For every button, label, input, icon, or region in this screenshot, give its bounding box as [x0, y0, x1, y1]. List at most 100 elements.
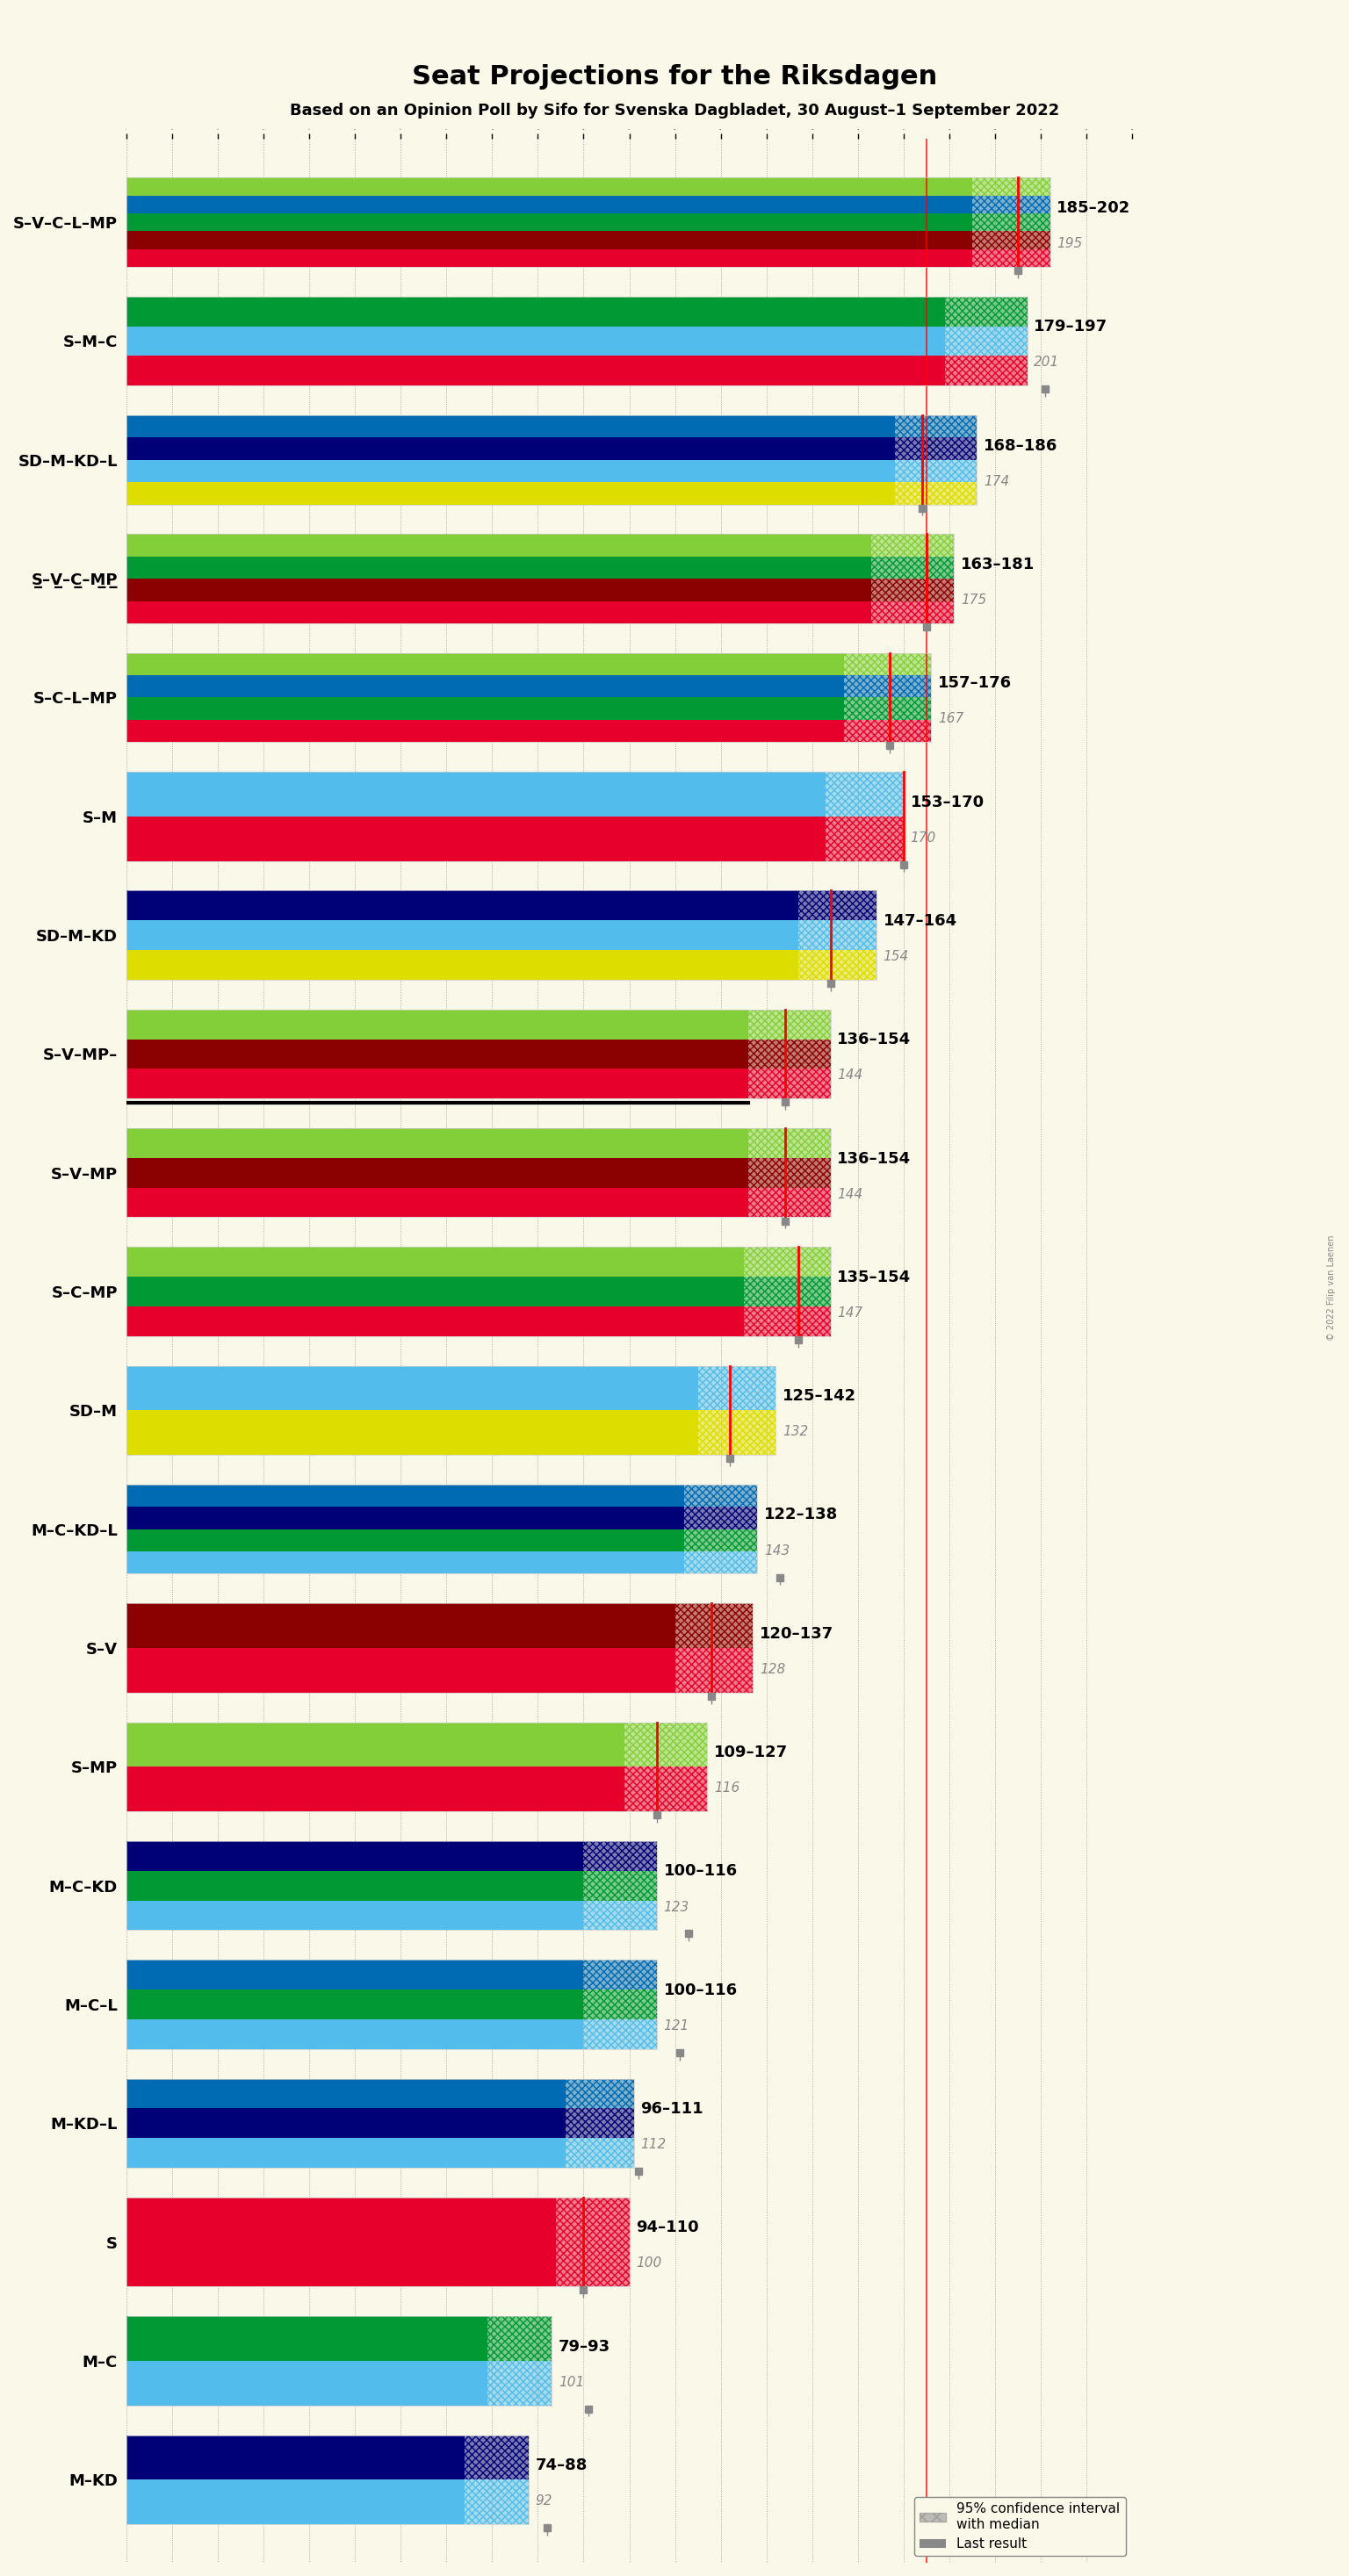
Bar — [749, 1128, 831, 1157]
Bar — [127, 461, 894, 482]
Bar — [565, 2138, 634, 2169]
Bar — [871, 600, 954, 623]
Bar — [127, 2481, 464, 2524]
Bar — [127, 1412, 697, 1455]
Text: 135–154: 135–154 — [838, 1270, 911, 1285]
Bar — [973, 178, 1050, 196]
Bar — [127, 1507, 684, 1530]
Bar — [127, 1901, 584, 1929]
Text: 170: 170 — [911, 832, 936, 845]
Bar — [749, 1157, 831, 1188]
Bar — [973, 232, 1050, 250]
Bar — [973, 178, 1050, 196]
Bar — [944, 327, 1027, 355]
Bar — [871, 556, 954, 580]
Bar — [127, 1870, 584, 1901]
Bar — [743, 1247, 831, 1278]
Bar — [584, 1842, 657, 1870]
Bar — [127, 1365, 697, 1412]
Bar — [127, 2079, 565, 2107]
Text: 112: 112 — [641, 2138, 666, 2151]
Bar — [127, 1365, 776, 1455]
Bar — [127, 1306, 743, 1337]
Bar — [973, 214, 1050, 232]
Bar — [674, 1649, 753, 1692]
Bar — [749, 1069, 831, 1097]
Bar — [127, 1842, 657, 1929]
Bar — [871, 600, 954, 623]
Bar — [127, 1551, 684, 1574]
Text: 168–186: 168–186 — [983, 438, 1058, 453]
Bar — [556, 2197, 629, 2287]
Bar — [973, 232, 1050, 250]
Text: Based on an Opinion Poll by Sifo for Svenska Dagbladet, 30 August–1 September 20: Based on an Opinion Poll by Sifo for Sve… — [290, 103, 1059, 118]
Bar — [684, 1530, 757, 1551]
Bar — [844, 652, 931, 675]
Bar — [127, 1038, 749, 1069]
Bar — [127, 250, 973, 268]
Bar — [127, 2138, 565, 2169]
Text: 157–176: 157–176 — [938, 675, 1012, 690]
Bar — [565, 2107, 634, 2138]
Text: 116: 116 — [714, 1783, 739, 1795]
Text: 143: 143 — [764, 1543, 791, 1556]
Bar — [127, 1247, 831, 1337]
Bar — [973, 214, 1050, 232]
Bar — [799, 951, 877, 979]
Bar — [584, 1989, 657, 2020]
Bar — [894, 415, 977, 438]
Bar — [944, 296, 1027, 327]
Bar — [127, 1484, 757, 1574]
Bar — [127, 178, 973, 196]
Bar — [127, 1484, 684, 1507]
Bar — [871, 533, 954, 556]
Bar — [127, 2316, 552, 2406]
Bar — [826, 773, 904, 817]
Text: 179–197: 179–197 — [1033, 319, 1108, 335]
Bar — [697, 1412, 776, 1455]
Bar — [584, 1842, 657, 1870]
Bar — [684, 1530, 757, 1551]
Bar — [844, 719, 931, 742]
Bar — [684, 1484, 757, 1507]
Bar — [894, 438, 977, 461]
Bar — [799, 920, 877, 951]
Bar — [127, 1960, 584, 1989]
Text: 94–110: 94–110 — [637, 2221, 699, 2236]
Text: 163–181: 163–181 — [960, 556, 1035, 572]
Bar — [487, 2316, 552, 2360]
Bar — [127, 698, 844, 719]
Bar — [127, 652, 931, 742]
Bar — [127, 533, 871, 556]
Bar — [127, 415, 894, 438]
Text: 121: 121 — [664, 2020, 689, 2032]
Bar — [487, 2360, 552, 2406]
Text: 120–137: 120–137 — [759, 1625, 834, 1641]
Bar — [127, 327, 944, 355]
Bar — [584, 1901, 657, 1929]
Bar — [127, 1767, 625, 1811]
Bar — [894, 461, 977, 482]
Text: 136–154: 136–154 — [838, 1151, 911, 1167]
Text: 167: 167 — [938, 714, 963, 726]
Text: 100: 100 — [637, 2257, 662, 2269]
Text: 201: 201 — [1033, 355, 1060, 368]
Bar — [684, 1507, 757, 1530]
Bar — [894, 461, 977, 482]
Bar — [127, 675, 844, 698]
Bar — [799, 951, 877, 979]
Bar — [844, 719, 931, 742]
Bar — [799, 891, 877, 920]
Bar — [584, 1901, 657, 1929]
Bar — [127, 415, 977, 505]
Text: 153–170: 153–170 — [911, 793, 985, 809]
Bar — [584, 1960, 657, 1989]
Bar — [684, 1551, 757, 1574]
Bar — [625, 1723, 707, 1767]
Bar — [799, 920, 877, 951]
Bar — [871, 556, 954, 580]
Bar — [584, 1960, 657, 1989]
Text: 144: 144 — [838, 1069, 863, 1082]
Text: Seat Projections for the Riksdagen: Seat Projections for the Riksdagen — [411, 64, 938, 90]
Bar — [799, 891, 877, 920]
